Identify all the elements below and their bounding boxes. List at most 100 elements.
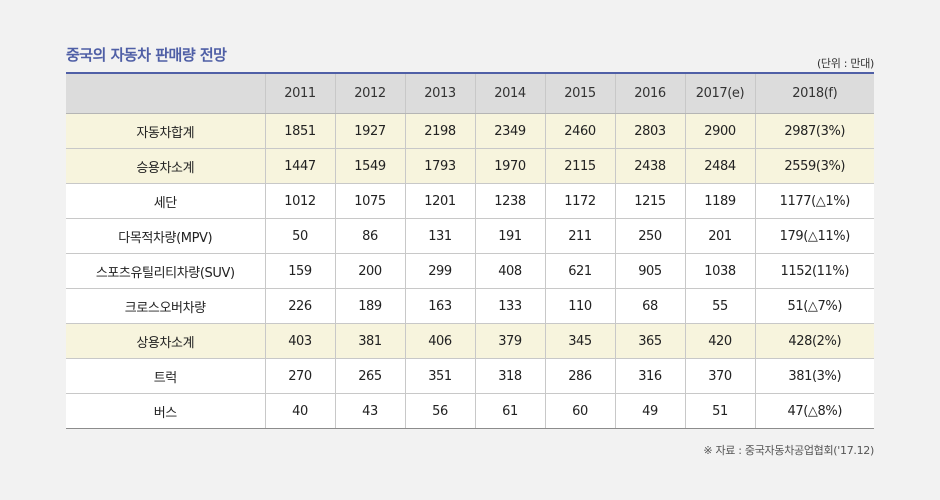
sales-table: 2011 2012 2013 2014 2015 2016 2017(e) 20… [66, 72, 874, 429]
table-cell: 163 [404, 288, 475, 324]
table-row: 버스 40 43 56 61 60 49 51 47(△8%) [66, 393, 874, 429]
table-row: 크로스오버차량 226 189 163 133 110 68 55 51(△7%) [66, 288, 874, 324]
table-cell: 2460 [544, 113, 615, 149]
table-row: 스포츠유틸리티차량(SUV) 159 200 299 408 621 905 1038 1152… [66, 253, 874, 289]
table-cell: 1152(11%) [754, 253, 874, 289]
table-cell: 50 [264, 218, 335, 254]
table-cell: 86 [334, 218, 405, 254]
table-cell: 1201 [404, 183, 475, 219]
table-cell: 1851 [264, 113, 335, 149]
table-cell: 2484 [684, 148, 755, 184]
table-cell: 381 [334, 323, 405, 359]
header-year: 2013 [404, 72, 475, 114]
header-year: 2018(f) [754, 72, 874, 114]
table-cell: 1177(△1%) [754, 183, 874, 219]
table-cell: 2198 [404, 113, 475, 149]
row-label: 자동차합계 [66, 113, 265, 149]
unit-label: (단위 : 만대) [816, 57, 874, 70]
table-row: 세단 1012 1075 1201 1238 1172 1215 1189 1177(△1%) [66, 183, 874, 219]
row-label: 상용차소계 [66, 323, 265, 359]
table-cell: 420 [684, 323, 755, 359]
table-cell: 1447 [264, 148, 335, 184]
table-cell: 40 [264, 393, 335, 429]
table-row: 상용차소계 403 381 406 379 345 365 420 428(2%) [66, 323, 874, 359]
table-cell: 226 [264, 288, 335, 324]
row-label: 버스 [66, 393, 265, 429]
table-cell: 200 [334, 253, 405, 289]
table-cell: 318 [474, 358, 545, 394]
table-cell: 110 [544, 288, 615, 324]
table-row: 자동차합계 1851 1927 2198 2349 2460 2803 2900 2987(3%… [66, 113, 874, 149]
row-label: 세단 [66, 183, 265, 219]
table-cell: 55 [684, 288, 755, 324]
table-cell: 1793 [404, 148, 475, 184]
row-label: 크로스오버차량 [66, 288, 265, 324]
table-cell: 133 [474, 288, 545, 324]
table-cell: 179(△11%) [754, 218, 874, 254]
header-year: 2016 [614, 72, 685, 114]
table-cell: 1189 [684, 183, 755, 219]
header-corner [66, 72, 265, 114]
row-label: 트럭 [66, 358, 265, 394]
table-row: 트럭 270 265 351 318 286 316 370 381(3%) [66, 358, 874, 394]
source-note: ※ 자료 : 중국자동차공업협회('17.12) [703, 444, 874, 457]
table-cell: 1238 [474, 183, 545, 219]
table-cell: 345 [544, 323, 615, 359]
table-cell: 2987(3%) [754, 113, 874, 149]
table-cell: 61 [474, 393, 545, 429]
table-cell: 1075 [334, 183, 405, 219]
table-cell: 189 [334, 288, 405, 324]
table-cell: 621 [544, 253, 615, 289]
table-cell: 250 [614, 218, 685, 254]
table-cell: 381(3%) [754, 358, 874, 394]
header-year: 2017(e) [684, 72, 755, 114]
table-row: 다목적차량(MPV) 50 86 131 191 211 250 201 179(△11%) [66, 218, 874, 254]
table-cell: 270 [264, 358, 335, 394]
table-cell: 403 [264, 323, 335, 359]
table-cell: 428(2%) [754, 323, 874, 359]
table-cell: 286 [544, 358, 615, 394]
table-row: 승용차소계 1447 1549 1793 1970 2115 2438 2484 2559(3%… [66, 148, 874, 184]
table-cell: 1215 [614, 183, 685, 219]
table-cell: 49 [614, 393, 685, 429]
table-cell: 159 [264, 253, 335, 289]
header-year: 2012 [334, 72, 405, 114]
table-cell: 68 [614, 288, 685, 324]
table-cell: 51 [684, 393, 755, 429]
table-cell: 2559(3%) [754, 148, 874, 184]
header-year: 2011 [264, 72, 335, 114]
table-cell: 905 [614, 253, 685, 289]
table-cell: 2115 [544, 148, 615, 184]
table-cell: 47(△8%) [754, 393, 874, 429]
table-cell: 1970 [474, 148, 545, 184]
table-cell: 131 [404, 218, 475, 254]
table-cell: 1927 [334, 113, 405, 149]
row-label: 승용차소계 [66, 148, 265, 184]
table-cell: 1038 [684, 253, 755, 289]
table-cell: 1172 [544, 183, 615, 219]
table-cell: 265 [334, 358, 405, 394]
table-cell: 1549 [334, 148, 405, 184]
header-year: 2015 [544, 72, 615, 114]
table-cell: 299 [404, 253, 475, 289]
table-cell: 406 [404, 323, 475, 359]
table-cell: 60 [544, 393, 615, 429]
table-cell: 316 [614, 358, 685, 394]
table-cell: 370 [684, 358, 755, 394]
row-label: 스포츠유틸리티차량(SUV) [66, 253, 265, 289]
table-cell: 351 [404, 358, 475, 394]
table-header-row: 2011 2012 2013 2014 2015 2016 2017(e) 20… [66, 72, 874, 114]
table-cell: 191 [474, 218, 545, 254]
table-cell: 1012 [264, 183, 335, 219]
table-cell: 2349 [474, 113, 545, 149]
page-title: 중국의 자동차 판매량 전망 [66, 46, 227, 64]
table-cell: 2438 [614, 148, 685, 184]
table-cell: 51(△7%) [754, 288, 874, 324]
table-cell: 56 [404, 393, 475, 429]
table-cell: 379 [474, 323, 545, 359]
row-label: 다목적차량(MPV) [66, 218, 265, 254]
table-cell: 201 [684, 218, 755, 254]
table-cell: 365 [614, 323, 685, 359]
table-cell: 2803 [614, 113, 685, 149]
table-cell: 211 [544, 218, 615, 254]
